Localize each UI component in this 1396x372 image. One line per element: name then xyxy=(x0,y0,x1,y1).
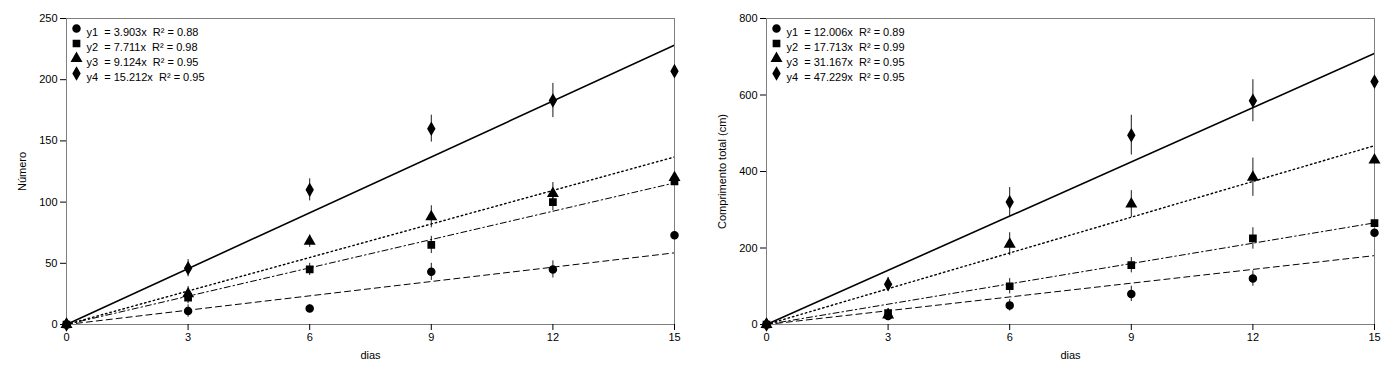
svg-text:400: 400 xyxy=(739,165,757,177)
svg-text:0: 0 xyxy=(63,331,69,343)
svg-text:y1 = 3.903x R² = 0.88: y1 = 3.903x R² = 0.88 xyxy=(87,26,199,38)
svg-text:9: 9 xyxy=(428,331,434,343)
svg-text:3: 3 xyxy=(885,331,891,343)
svg-text:3: 3 xyxy=(185,331,191,343)
svg-text:0: 0 xyxy=(763,331,769,343)
svg-text:y1 = 12.006x R² = 0.89: y1 = 12.006x R² = 0.89 xyxy=(787,26,905,38)
svg-text:0: 0 xyxy=(751,318,757,330)
svg-text:6: 6 xyxy=(307,331,313,343)
svg-text:200: 200 xyxy=(39,73,57,85)
svg-text:y3 = 9.124x R² = 0.95: y3 = 9.124x R² = 0.95 xyxy=(87,56,199,68)
svg-text:15: 15 xyxy=(668,331,680,343)
svg-text:y2 = 7.711x R² = 0.98: y2 = 7.711x R² = 0.98 xyxy=(87,41,198,53)
svg-text:9: 9 xyxy=(1128,331,1134,343)
svg-text:200: 200 xyxy=(739,242,757,254)
svg-text:6: 6 xyxy=(1007,331,1013,343)
svg-text:y3 = 31.167x R² = 0.95: y3 = 31.167x R² = 0.95 xyxy=(787,56,905,68)
svg-text:0: 0 xyxy=(51,318,57,330)
svg-text:150: 150 xyxy=(39,134,57,146)
svg-text:y4 = 47.229x R² = 0.95: y4 = 47.229x R² = 0.95 xyxy=(787,71,905,83)
svg-text:15: 15 xyxy=(1368,331,1380,343)
svg-text:Número: Número xyxy=(16,152,28,191)
svg-text:50: 50 xyxy=(45,257,57,269)
svg-text:100: 100 xyxy=(39,196,57,208)
svg-text:600: 600 xyxy=(739,89,757,101)
svg-text:y2 = 17.713x R² = 0.99: y2 = 17.713x R² = 0.99 xyxy=(787,41,905,53)
svg-text:y4 = 15.212x R² = 0.95: y4 = 15.212x R² = 0.95 xyxy=(87,71,205,83)
svg-text:12: 12 xyxy=(547,331,559,343)
svg-text:dias: dias xyxy=(360,349,381,361)
svg-text:Comprimento total (cm): Comprimento total (cm) xyxy=(716,114,728,229)
svg-text:12: 12 xyxy=(1247,331,1259,343)
svg-text:dias: dias xyxy=(1060,349,1081,361)
svg-text:250: 250 xyxy=(39,12,57,24)
svg-text:800: 800 xyxy=(739,12,757,24)
